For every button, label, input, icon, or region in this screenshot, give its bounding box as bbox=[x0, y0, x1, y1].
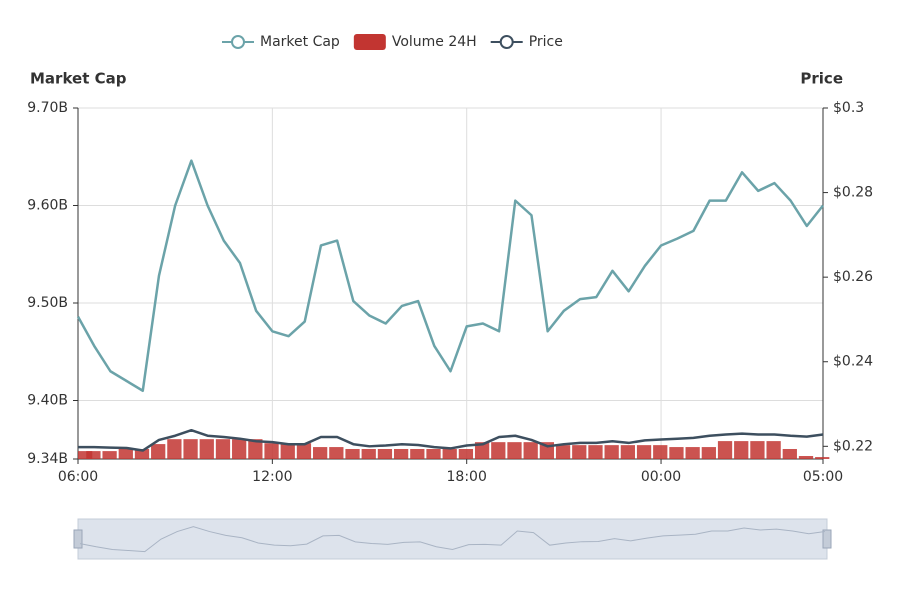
x-tick-label: 05:00 bbox=[803, 469, 843, 485]
volume-bar bbox=[296, 443, 312, 459]
volume-bar bbox=[280, 443, 295, 459]
zoom-slider[interactable] bbox=[77, 518, 828, 560]
legend-marker bbox=[499, 35, 514, 49]
x-tick-label: 12:00 bbox=[252, 469, 292, 485]
legend-swatch bbox=[353, 34, 386, 50]
volume-bar bbox=[215, 439, 231, 459]
volume-bar bbox=[248, 439, 263, 459]
volume-bar bbox=[151, 444, 166, 459]
volume-bar bbox=[782, 448, 797, 459]
y-tick-label: 9.60B bbox=[27, 198, 68, 214]
volume-bar bbox=[199, 439, 214, 459]
zoom-handle-left[interactable] bbox=[73, 529, 83, 549]
legend-label: Market Cap bbox=[260, 34, 340, 50]
volume-bar bbox=[685, 447, 700, 459]
volume-bar bbox=[134, 448, 150, 459]
series-line bbox=[78, 428, 824, 452]
volume-bar bbox=[102, 451, 117, 459]
volume-bar bbox=[750, 441, 765, 459]
volume-bar bbox=[86, 451, 101, 459]
volume-bar bbox=[734, 441, 749, 459]
y2-tick-label: $0.28 bbox=[833, 185, 873, 201]
volume-bar bbox=[604, 445, 619, 459]
volume-bar bbox=[717, 441, 733, 459]
y2-tick-label: $0.22 bbox=[833, 438, 873, 454]
volume-bar bbox=[232, 439, 247, 459]
volume-bar bbox=[507, 442, 522, 459]
volume-bar bbox=[653, 445, 668, 459]
volume-bar bbox=[815, 457, 830, 459]
volume-bar bbox=[426, 448, 441, 459]
volume-bar bbox=[588, 445, 603, 459]
y2-tick-label: $0.24 bbox=[833, 354, 873, 370]
zoom-preview bbox=[79, 526, 826, 553]
legend-label: Volume 24H bbox=[392, 34, 477, 50]
volume-bar bbox=[118, 448, 133, 459]
volume-bar bbox=[491, 442, 506, 459]
volume-bar bbox=[766, 441, 781, 459]
volume-bar bbox=[345, 448, 360, 459]
y-tick-label: 9.50B bbox=[27, 295, 68, 311]
volume-bar bbox=[798, 456, 814, 459]
y-tick-label: 9.34B bbox=[27, 451, 68, 467]
y2-tick-label: $0.3 bbox=[833, 100, 864, 116]
volume-bar bbox=[183, 439, 198, 459]
volume-bar bbox=[523, 442, 538, 459]
volume-bar bbox=[410, 448, 425, 459]
volume-bar bbox=[329, 447, 344, 459]
volume-bar bbox=[361, 448, 376, 459]
legend-marker bbox=[231, 35, 245, 49]
volume-bar bbox=[313, 447, 328, 459]
x-tick-label: 06:00 bbox=[58, 469, 98, 485]
y-tick-label: 9.70B bbox=[27, 100, 68, 116]
volume-bar bbox=[78, 451, 93, 459]
y-tick-label: 9.40B bbox=[27, 393, 68, 409]
volume-bar bbox=[669, 447, 684, 459]
x-tick-label: 18:00 bbox=[447, 469, 487, 485]
y2-axis-name: Price bbox=[800, 70, 843, 88]
volume-bar bbox=[701, 447, 716, 459]
volume-bar bbox=[442, 448, 457, 459]
x-tick-label: 00:00 bbox=[641, 469, 681, 485]
volume-bar bbox=[636, 445, 652, 459]
volume-bar bbox=[377, 448, 393, 459]
y-axis-name: Market Cap bbox=[30, 70, 127, 88]
volume-bar bbox=[264, 443, 279, 459]
volume-bar bbox=[555, 445, 571, 459]
y2-tick-label: $0.26 bbox=[833, 269, 873, 285]
volume-bar bbox=[474, 442, 490, 459]
volume-bar bbox=[620, 445, 635, 459]
legend-label: Price bbox=[529, 34, 563, 50]
volume-bar bbox=[393, 448, 409, 459]
volume-bar bbox=[572, 445, 587, 459]
volume-bar bbox=[167, 439, 182, 459]
volume-bar bbox=[458, 448, 474, 459]
series-line bbox=[76, 159, 824, 392]
zoom-handle-right[interactable] bbox=[822, 529, 832, 549]
